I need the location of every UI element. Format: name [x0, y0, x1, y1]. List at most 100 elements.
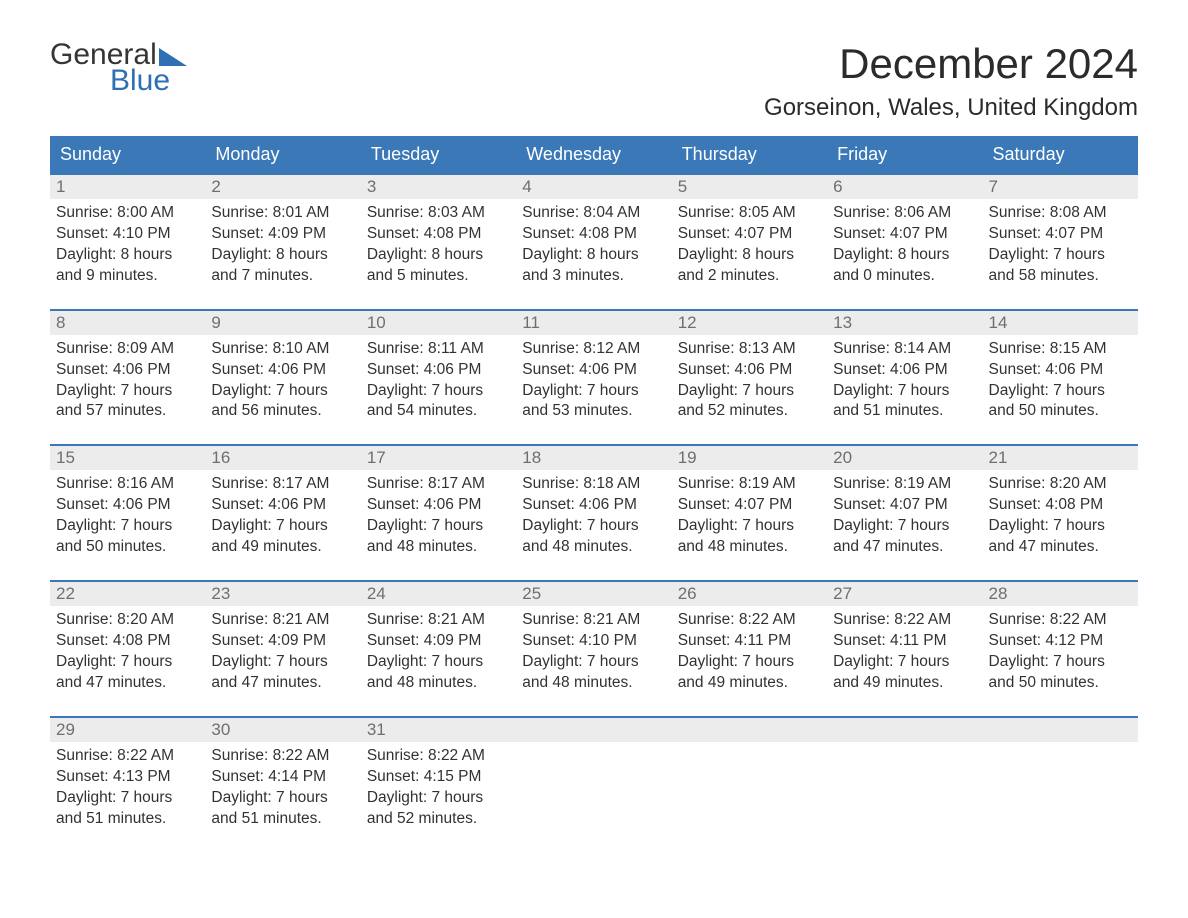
daylight-line-1: Daylight: 8 hours — [833, 245, 976, 266]
day-cell — [672, 718, 827, 834]
day-number: 26 — [672, 582, 827, 606]
weekday-sat: Saturday — [983, 136, 1138, 173]
daylight-line-1: Daylight: 8 hours — [678, 245, 821, 266]
sunrise-line: Sunrise: 8:22 AM — [211, 746, 354, 767]
daylight-line-2: and 57 minutes. — [56, 401, 199, 422]
month-title: December 2024 — [764, 40, 1138, 88]
weekday-sun: Sunday — [50, 136, 205, 173]
sunrise-line: Sunrise: 8:21 AM — [522, 610, 665, 631]
day-cell: 17Sunrise: 8:17 AMSunset: 4:06 PMDayligh… — [361, 446, 516, 562]
daylight-line-1: Daylight: 7 hours — [56, 788, 199, 809]
sunset-line: Sunset: 4:06 PM — [367, 360, 510, 381]
daylight-line-2: and 52 minutes. — [367, 809, 510, 830]
day-cell: 7Sunrise: 8:08 AMSunset: 4:07 PMDaylight… — [983, 175, 1138, 291]
sunrise-line: Sunrise: 8:17 AM — [367, 474, 510, 495]
daylight-line-2: and 48 minutes. — [522, 537, 665, 558]
sunset-line: Sunset: 4:06 PM — [522, 360, 665, 381]
daylight-line-1: Daylight: 7 hours — [522, 516, 665, 537]
day-body: Sunrise: 8:21 AMSunset: 4:09 PMDaylight:… — [361, 606, 516, 698]
sunrise-line: Sunrise: 8:20 AM — [56, 610, 199, 631]
day-cell: 5Sunrise: 8:05 AMSunset: 4:07 PMDaylight… — [672, 175, 827, 291]
sunrise-line: Sunrise: 8:22 AM — [367, 746, 510, 767]
weekday-wed: Wednesday — [516, 136, 671, 173]
week-row: 8Sunrise: 8:09 AMSunset: 4:06 PMDaylight… — [50, 309, 1138, 427]
day-body: Sunrise: 8:12 AMSunset: 4:06 PMDaylight:… — [516, 335, 671, 427]
day-cell: 26Sunrise: 8:22 AMSunset: 4:11 PMDayligh… — [672, 582, 827, 698]
day-cell: 16Sunrise: 8:17 AMSunset: 4:06 PMDayligh… — [205, 446, 360, 562]
sunrise-line: Sunrise: 8:01 AM — [211, 203, 354, 224]
day-number: 16 — [205, 446, 360, 470]
sunrise-line: Sunrise: 8:19 AM — [833, 474, 976, 495]
day-body: Sunrise: 8:19 AMSunset: 4:07 PMDaylight:… — [672, 470, 827, 562]
daylight-line-1: Daylight: 7 hours — [678, 381, 821, 402]
day-cell: 15Sunrise: 8:16 AMSunset: 4:06 PMDayligh… — [50, 446, 205, 562]
daylight-line-2: and 50 minutes. — [56, 537, 199, 558]
daylight-line-2: and 3 minutes. — [522, 266, 665, 287]
day-body: Sunrise: 8:15 AMSunset: 4:06 PMDaylight:… — [983, 335, 1138, 427]
sunset-line: Sunset: 4:06 PM — [56, 495, 199, 516]
day-cell: 19Sunrise: 8:19 AMSunset: 4:07 PMDayligh… — [672, 446, 827, 562]
daylight-line-1: Daylight: 7 hours — [989, 652, 1132, 673]
day-cell: 6Sunrise: 8:06 AMSunset: 4:07 PMDaylight… — [827, 175, 982, 291]
daylight-line-2: and 2 minutes. — [678, 266, 821, 287]
daylight-line-1: Daylight: 8 hours — [522, 245, 665, 266]
daylight-line-1: Daylight: 7 hours — [678, 652, 821, 673]
daylight-line-1: Daylight: 7 hours — [522, 381, 665, 402]
day-body: Sunrise: 8:20 AMSunset: 4:08 PMDaylight:… — [50, 606, 205, 698]
day-cell: 30Sunrise: 8:22 AMSunset: 4:14 PMDayligh… — [205, 718, 360, 834]
sunrise-line: Sunrise: 8:22 AM — [56, 746, 199, 767]
daylight-line-2: and 56 minutes. — [211, 401, 354, 422]
sunset-line: Sunset: 4:07 PM — [833, 495, 976, 516]
daylight-line-2: and 7 minutes. — [211, 266, 354, 287]
sunrise-line: Sunrise: 8:03 AM — [367, 203, 510, 224]
week-row: 29Sunrise: 8:22 AMSunset: 4:13 PMDayligh… — [50, 716, 1138, 834]
daylight-line-1: Daylight: 8 hours — [367, 245, 510, 266]
day-body: Sunrise: 8:16 AMSunset: 4:06 PMDaylight:… — [50, 470, 205, 562]
day-body: Sunrise: 8:22 AMSunset: 4:14 PMDaylight:… — [205, 742, 360, 834]
sunset-line: Sunset: 4:08 PM — [56, 631, 199, 652]
sunset-line: Sunset: 4:12 PM — [989, 631, 1132, 652]
sunrise-line: Sunrise: 8:14 AM — [833, 339, 976, 360]
day-number: 24 — [361, 582, 516, 606]
day-number: 7 — [983, 175, 1138, 199]
day-cell: 1Sunrise: 8:00 AMSunset: 4:10 PMDaylight… — [50, 175, 205, 291]
sunset-line: Sunset: 4:10 PM — [56, 224, 199, 245]
day-body: Sunrise: 8:08 AMSunset: 4:07 PMDaylight:… — [983, 199, 1138, 291]
day-number: 20 — [827, 446, 982, 470]
location: Gorseinon, Wales, United Kingdom — [764, 94, 1138, 122]
day-body: Sunrise: 8:01 AMSunset: 4:09 PMDaylight:… — [205, 199, 360, 291]
day-number: 29 — [50, 718, 205, 742]
day-body: Sunrise: 8:04 AMSunset: 4:08 PMDaylight:… — [516, 199, 671, 291]
day-body: Sunrise: 8:19 AMSunset: 4:07 PMDaylight:… — [827, 470, 982, 562]
day-number: 25 — [516, 582, 671, 606]
sunset-line: Sunset: 4:06 PM — [367, 495, 510, 516]
sunset-line: Sunset: 4:06 PM — [678, 360, 821, 381]
daylight-line-1: Daylight: 7 hours — [367, 381, 510, 402]
sunrise-line: Sunrise: 8:20 AM — [989, 474, 1132, 495]
header: General Blue December 2024 Gorseinon, Wa… — [50, 40, 1138, 122]
sunset-line: Sunset: 4:08 PM — [522, 224, 665, 245]
day-cell: 20Sunrise: 8:19 AMSunset: 4:07 PMDayligh… — [827, 446, 982, 562]
day-cell: 4Sunrise: 8:04 AMSunset: 4:08 PMDaylight… — [516, 175, 671, 291]
daylight-line-1: Daylight: 7 hours — [367, 788, 510, 809]
weekday-header: Sunday Monday Tuesday Wednesday Thursday… — [50, 136, 1138, 173]
logo-word2: Blue — [110, 66, 187, 96]
day-cell: 18Sunrise: 8:18 AMSunset: 4:06 PMDayligh… — [516, 446, 671, 562]
day-body: Sunrise: 8:22 AMSunset: 4:11 PMDaylight:… — [827, 606, 982, 698]
daylight-line-2: and 51 minutes. — [833, 401, 976, 422]
day-cell: 28Sunrise: 8:22 AMSunset: 4:12 PMDayligh… — [983, 582, 1138, 698]
daylight-line-1: Daylight: 7 hours — [211, 652, 354, 673]
sunrise-line: Sunrise: 8:08 AM — [989, 203, 1132, 224]
daylight-line-2: and 50 minutes. — [989, 401, 1132, 422]
day-number: 27 — [827, 582, 982, 606]
day-body: Sunrise: 8:22 AMSunset: 4:11 PMDaylight:… — [672, 606, 827, 698]
day-body: Sunrise: 8:20 AMSunset: 4:08 PMDaylight:… — [983, 470, 1138, 562]
sunrise-line: Sunrise: 8:22 AM — [989, 610, 1132, 631]
day-cell: 10Sunrise: 8:11 AMSunset: 4:06 PMDayligh… — [361, 311, 516, 427]
daylight-line-1: Daylight: 7 hours — [833, 381, 976, 402]
sunset-line: Sunset: 4:11 PM — [833, 631, 976, 652]
day-body: Sunrise: 8:18 AMSunset: 4:06 PMDaylight:… — [516, 470, 671, 562]
day-number: 10 — [361, 311, 516, 335]
sunset-line: Sunset: 4:09 PM — [367, 631, 510, 652]
day-number: 12 — [672, 311, 827, 335]
